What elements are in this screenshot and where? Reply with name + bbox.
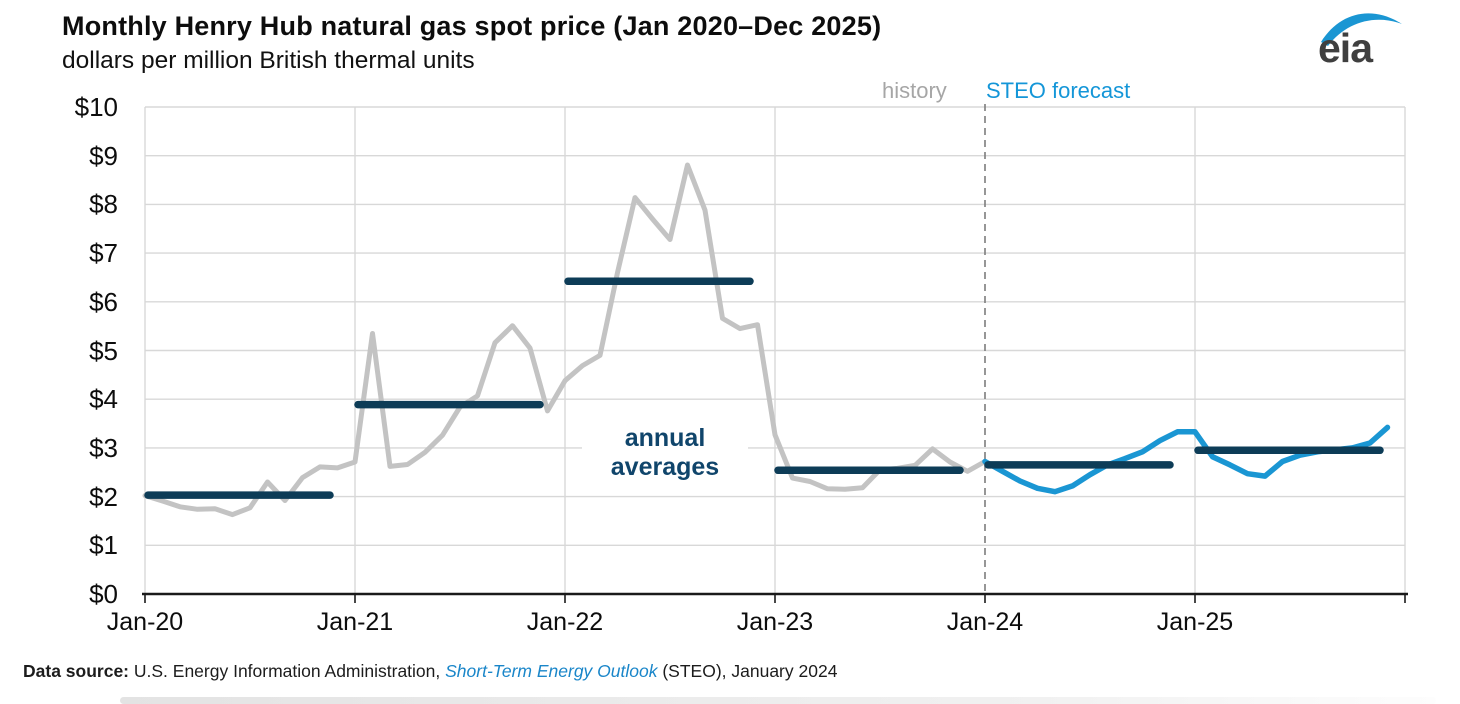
gridlines: [144, 106, 1406, 594]
x-tick-jan20: Jan-20: [106, 608, 184, 636]
y-tick-4: $4: [89, 384, 118, 414]
legend-history-label: history: [882, 78, 947, 103]
y-tick-9: $9: [89, 141, 118, 171]
history-series-line: [142, 162, 988, 518]
annual-average-bars: [144, 277, 1384, 499]
legend-forecast-label: STEO forecast: [986, 78, 1131, 103]
data-source-org: U.S. Energy Information Administration,: [133, 661, 446, 681]
x-tick-jan24: Jan-24: [946, 608, 1024, 636]
y-tick-0: $0: [89, 579, 118, 609]
x-tick-jan22: Jan-22: [526, 608, 604, 636]
y-tick-6: $6: [89, 287, 118, 317]
y-tick-1: $1: [89, 530, 118, 560]
x-tick-jan25: Jan-25: [1156, 608, 1234, 636]
eia-logo-text: eia: [1318, 25, 1374, 65]
annotation-line1: annual: [624, 424, 706, 452]
y-tick-2: $2: [89, 482, 118, 512]
steo-link[interactable]: Short-Term Energy Outlook: [445, 661, 658, 681]
chart-title: Monthly Henry Hub natural gas spot price…: [62, 11, 882, 41]
data-source-note: Data source: U.S. Energy Information Adm…: [23, 661, 837, 682]
annotation-line2: averages: [610, 453, 720, 481]
annual-averages-annotation: annual averages: [582, 423, 748, 485]
x-tick-jan21: Jan-21: [316, 608, 394, 636]
x-tick-jan23: Jan-23: [736, 608, 814, 636]
y-tick-8: $8: [89, 189, 118, 219]
y-tick-7: $7: [89, 238, 118, 268]
y-tick-5: $5: [89, 336, 118, 366]
data-source-prefix: Data source:: [23, 661, 134, 681]
horizontal-scrollbar[interactable]: [120, 697, 1436, 704]
eia-logo-swoosh-icon: [1321, 13, 1402, 46]
x-axis: [142, 592, 1408, 603]
y-tick-3: $3: [89, 433, 118, 463]
data-source-suffix: (STEO), January 2024: [657, 661, 838, 681]
forecast-series-line: [982, 424, 1391, 495]
y-tick-10: $10: [74, 92, 118, 122]
chart-subtitle: dollars per million British thermal unit…: [62, 47, 475, 74]
eia-logo: eia: [1318, 13, 1402, 65]
